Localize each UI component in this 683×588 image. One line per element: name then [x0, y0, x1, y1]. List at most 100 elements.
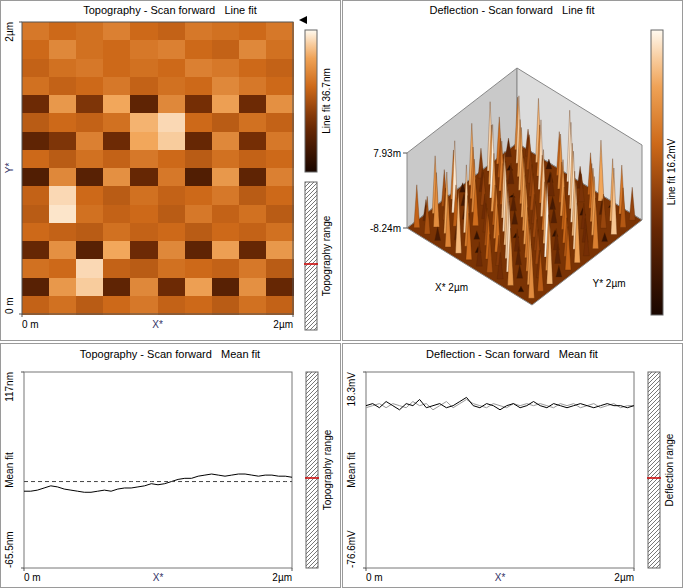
cell [76, 113, 104, 132]
colorbar [305, 30, 317, 172]
cell [130, 40, 158, 59]
cell [76, 223, 104, 242]
cell [49, 59, 77, 78]
cell [130, 59, 158, 78]
cell [266, 132, 294, 151]
spike [512, 210, 518, 225]
tick-label: 2µm [272, 572, 292, 583]
cell [158, 205, 186, 224]
cell [185, 259, 213, 278]
cell [103, 95, 131, 114]
cell [158, 296, 186, 315]
cell [49, 168, 77, 187]
cell [103, 132, 131, 151]
cell [212, 40, 240, 59]
cell [158, 77, 186, 96]
cell [103, 278, 131, 297]
cell [239, 59, 267, 78]
spike [509, 195, 515, 198]
cell [158, 278, 186, 297]
axis-title: Mean fit [4, 452, 15, 488]
panel [1, 1, 341, 341]
spike [497, 253, 503, 279]
cell [76, 259, 104, 278]
cell [185, 168, 213, 187]
tick-label: -65.5nm [4, 531, 15, 568]
cell [158, 95, 186, 114]
tick-label: 7.93m [373, 148, 401, 159]
cell [212, 241, 240, 260]
spike [598, 140, 604, 201]
cell [130, 186, 158, 205]
heatmap-cells [22, 22, 294, 315]
cell [103, 205, 131, 224]
cell [76, 22, 104, 41]
cell [76, 296, 104, 315]
cell [239, 223, 267, 242]
cell [212, 77, 240, 96]
cell [266, 186, 294, 205]
cell [185, 40, 213, 59]
cell [130, 132, 158, 151]
cell [49, 77, 77, 96]
spike [538, 250, 544, 291]
cell [76, 168, 104, 187]
cell [212, 132, 240, 151]
spike [555, 244, 561, 263]
wall [407, 68, 517, 228]
cell [212, 205, 240, 224]
range-label: Deflection range [664, 433, 675, 506]
cell [212, 259, 240, 278]
tick-label: -76.6mV [346, 530, 357, 568]
cell [49, 278, 77, 297]
cell [22, 22, 50, 41]
cell [22, 40, 50, 59]
spike [546, 159, 552, 169]
cell [103, 223, 131, 242]
range-bar [305, 182, 317, 330]
tick-label: 18.3mV [346, 372, 357, 407]
cell [76, 95, 104, 114]
cell [22, 186, 50, 205]
spike [620, 188, 626, 228]
cell [103, 77, 131, 96]
cell [185, 113, 213, 132]
range-marker [305, 477, 319, 479]
cell [266, 59, 294, 78]
cell [49, 259, 77, 278]
spike [474, 231, 480, 240]
cell [130, 113, 158, 132]
range-label: Topography range [322, 429, 333, 510]
cell [22, 296, 50, 315]
cell [103, 22, 131, 41]
spike [508, 163, 514, 184]
cell [185, 132, 213, 151]
tick-label: 0 m [24, 572, 41, 583]
plot-frame [24, 372, 292, 568]
tick-label: -8.24m [370, 223, 401, 234]
cell [76, 132, 104, 151]
cell [212, 95, 240, 114]
spike [547, 220, 553, 284]
title: Deflection - Scan forward Line fit [429, 4, 594, 16]
cell [22, 77, 50, 96]
cell [266, 150, 294, 169]
cell [212, 296, 240, 315]
cell [212, 278, 240, 297]
cell [22, 223, 50, 242]
cell [49, 95, 77, 114]
spike [574, 203, 580, 263]
cell [103, 259, 131, 278]
spike [600, 194, 606, 228]
cell [22, 95, 50, 114]
axis-title: X* [153, 572, 164, 583]
range-bar [306, 372, 318, 568]
title: Topography - Scan forward Line fit [83, 4, 257, 16]
cell [22, 59, 50, 78]
cell [185, 205, 213, 224]
cell [158, 132, 186, 151]
marker-arrow [299, 16, 307, 24]
cell [212, 22, 240, 41]
spike [478, 148, 484, 178]
spike [553, 228, 559, 250]
